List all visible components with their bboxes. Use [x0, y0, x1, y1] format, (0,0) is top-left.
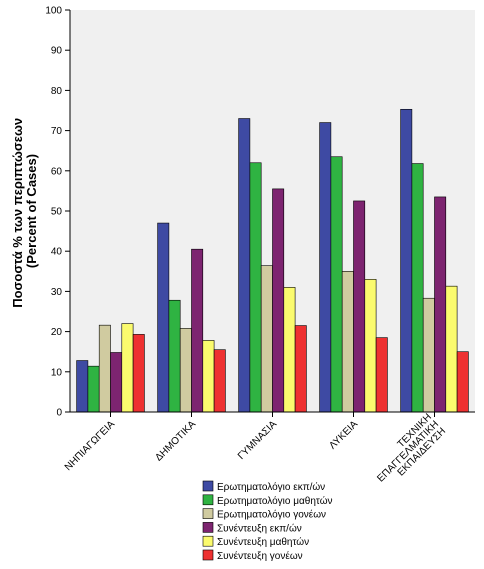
legend-label: Ερωτηματολόγιο εκπ/ών — [217, 481, 325, 493]
legend-swatch — [202, 480, 214, 492]
bar-6-4 — [375, 337, 388, 413]
legend: Ερωτηματολόγιο εκπ/ών Ερωτηματολόγιο μαθη… — [202, 480, 333, 562]
legend-label: Συνέντευξη μαθητών — [217, 536, 309, 548]
bar-4-4 — [353, 200, 366, 413]
bar-3-2 — [179, 328, 192, 413]
bar-2-4 — [330, 156, 343, 413]
y-tick-label: 0 — [56, 408, 62, 419]
bar-1-1 — [76, 360, 89, 413]
bar-2-1 — [87, 365, 100, 413]
bar-4-1 — [110, 352, 123, 413]
x-tick-label: ΔΗΜΟΤΙΚΑ — [153, 419, 198, 464]
bar-2-3 — [249, 162, 262, 413]
bar-5-1 — [121, 323, 134, 413]
y-axis-label-line2: (Percent of Cases) — [24, 154, 39, 268]
bar-2-2 — [168, 299, 181, 413]
y-tick-label: 80 — [51, 86, 63, 97]
legend-swatch — [202, 494, 214, 506]
legend-label: Ερωτηματολόγιο μαθητών — [217, 495, 333, 507]
bars-group — [76, 108, 469, 413]
bar-3-5 — [422, 297, 435, 413]
x-tick-label: ΓΥΜΝΑΣΙΑ — [236, 419, 279, 462]
x-tick-label: ΝΗΠΙΑΓΩΓΕΙΑ — [63, 419, 117, 473]
x-tick-label: ΛΥΚΕΙΑ — [327, 419, 360, 452]
bar-4-2 — [191, 248, 204, 413]
legend-swatch — [202, 508, 214, 519]
x-ticks-group: ΝΗΠΙΑΓΩΓΕΙΑ ΔΗΜΟΤΙΚΑ ΓΥΜΝΑΣΙΑ ΛΥΚΕΙΑ ΤΕΧΝΙΚΗ… — [63, 412, 448, 485]
bar-4-3 — [272, 188, 285, 413]
x-tick-label-group: ΝΗΠΙΑΓΩΓΕΙΑ — [63, 419, 117, 473]
bar-5-4 — [364, 279, 377, 413]
bar-5-5 — [445, 285, 458, 413]
y-tick-label: 40 — [51, 247, 63, 258]
bar-3-3 — [260, 265, 273, 413]
x-tick-label-group: ΔΗΜΟΤΙΚΑ — [153, 419, 198, 464]
y-tick-label: 30 — [51, 287, 63, 298]
bar-1-2 — [157, 222, 170, 413]
y-tick-label: 90 — [51, 46, 63, 57]
legend-label: Ερωτηματολόγιο γονέων — [217, 509, 326, 521]
bar-3-1 — [98, 324, 111, 413]
bar-6-5 — [456, 351, 469, 413]
y-tick-label: 50 — [51, 207, 63, 218]
x-tick-label-group: ΓΥΜΝΑΣΙΑ — [236, 419, 279, 462]
legend-swatch — [202, 549, 214, 561]
bar-5-2 — [202, 340, 215, 413]
bar-1-4 — [319, 122, 332, 413]
y-tick-label: 70 — [51, 126, 63, 137]
bar-5-3 — [283, 287, 296, 413]
x-tick-label-group: ΛΥΚΕΙΑ — [327, 419, 360, 452]
bar-1-3 — [238, 118, 251, 413]
bar-3-4 — [341, 270, 354, 413]
y-tick-label: 100 — [45, 6, 62, 17]
bar-6-2 — [213, 349, 226, 413]
y-tick-label: 60 — [51, 166, 63, 177]
legend-swatch — [202, 535, 214, 547]
y-axis-label: Ποσοστά % των περιπτώσεων (Percent of Ca… — [10, 114, 39, 308]
legend-label: Συνέντευξη εκπ/ών — [217, 522, 302, 534]
y-ticks-group: 0 10 20 30 40 50 60 70 80 90 100 — [45, 6, 70, 419]
bar-4-5 — [434, 196, 447, 413]
legend-label: Συνέντευξη γονέων — [217, 550, 303, 562]
bar-6-3 — [294, 325, 307, 413]
y-tick-label: 10 — [51, 367, 63, 378]
y-tick-label: 20 — [51, 327, 63, 338]
bar-6-1 — [132, 334, 145, 413]
bar-1-5 — [400, 108, 413, 413]
bar-2-5 — [411, 163, 424, 413]
y-axis-label-line1: Ποσοστά % των περιπτώσεων — [10, 118, 25, 308]
legend-swatch — [202, 522, 214, 533]
